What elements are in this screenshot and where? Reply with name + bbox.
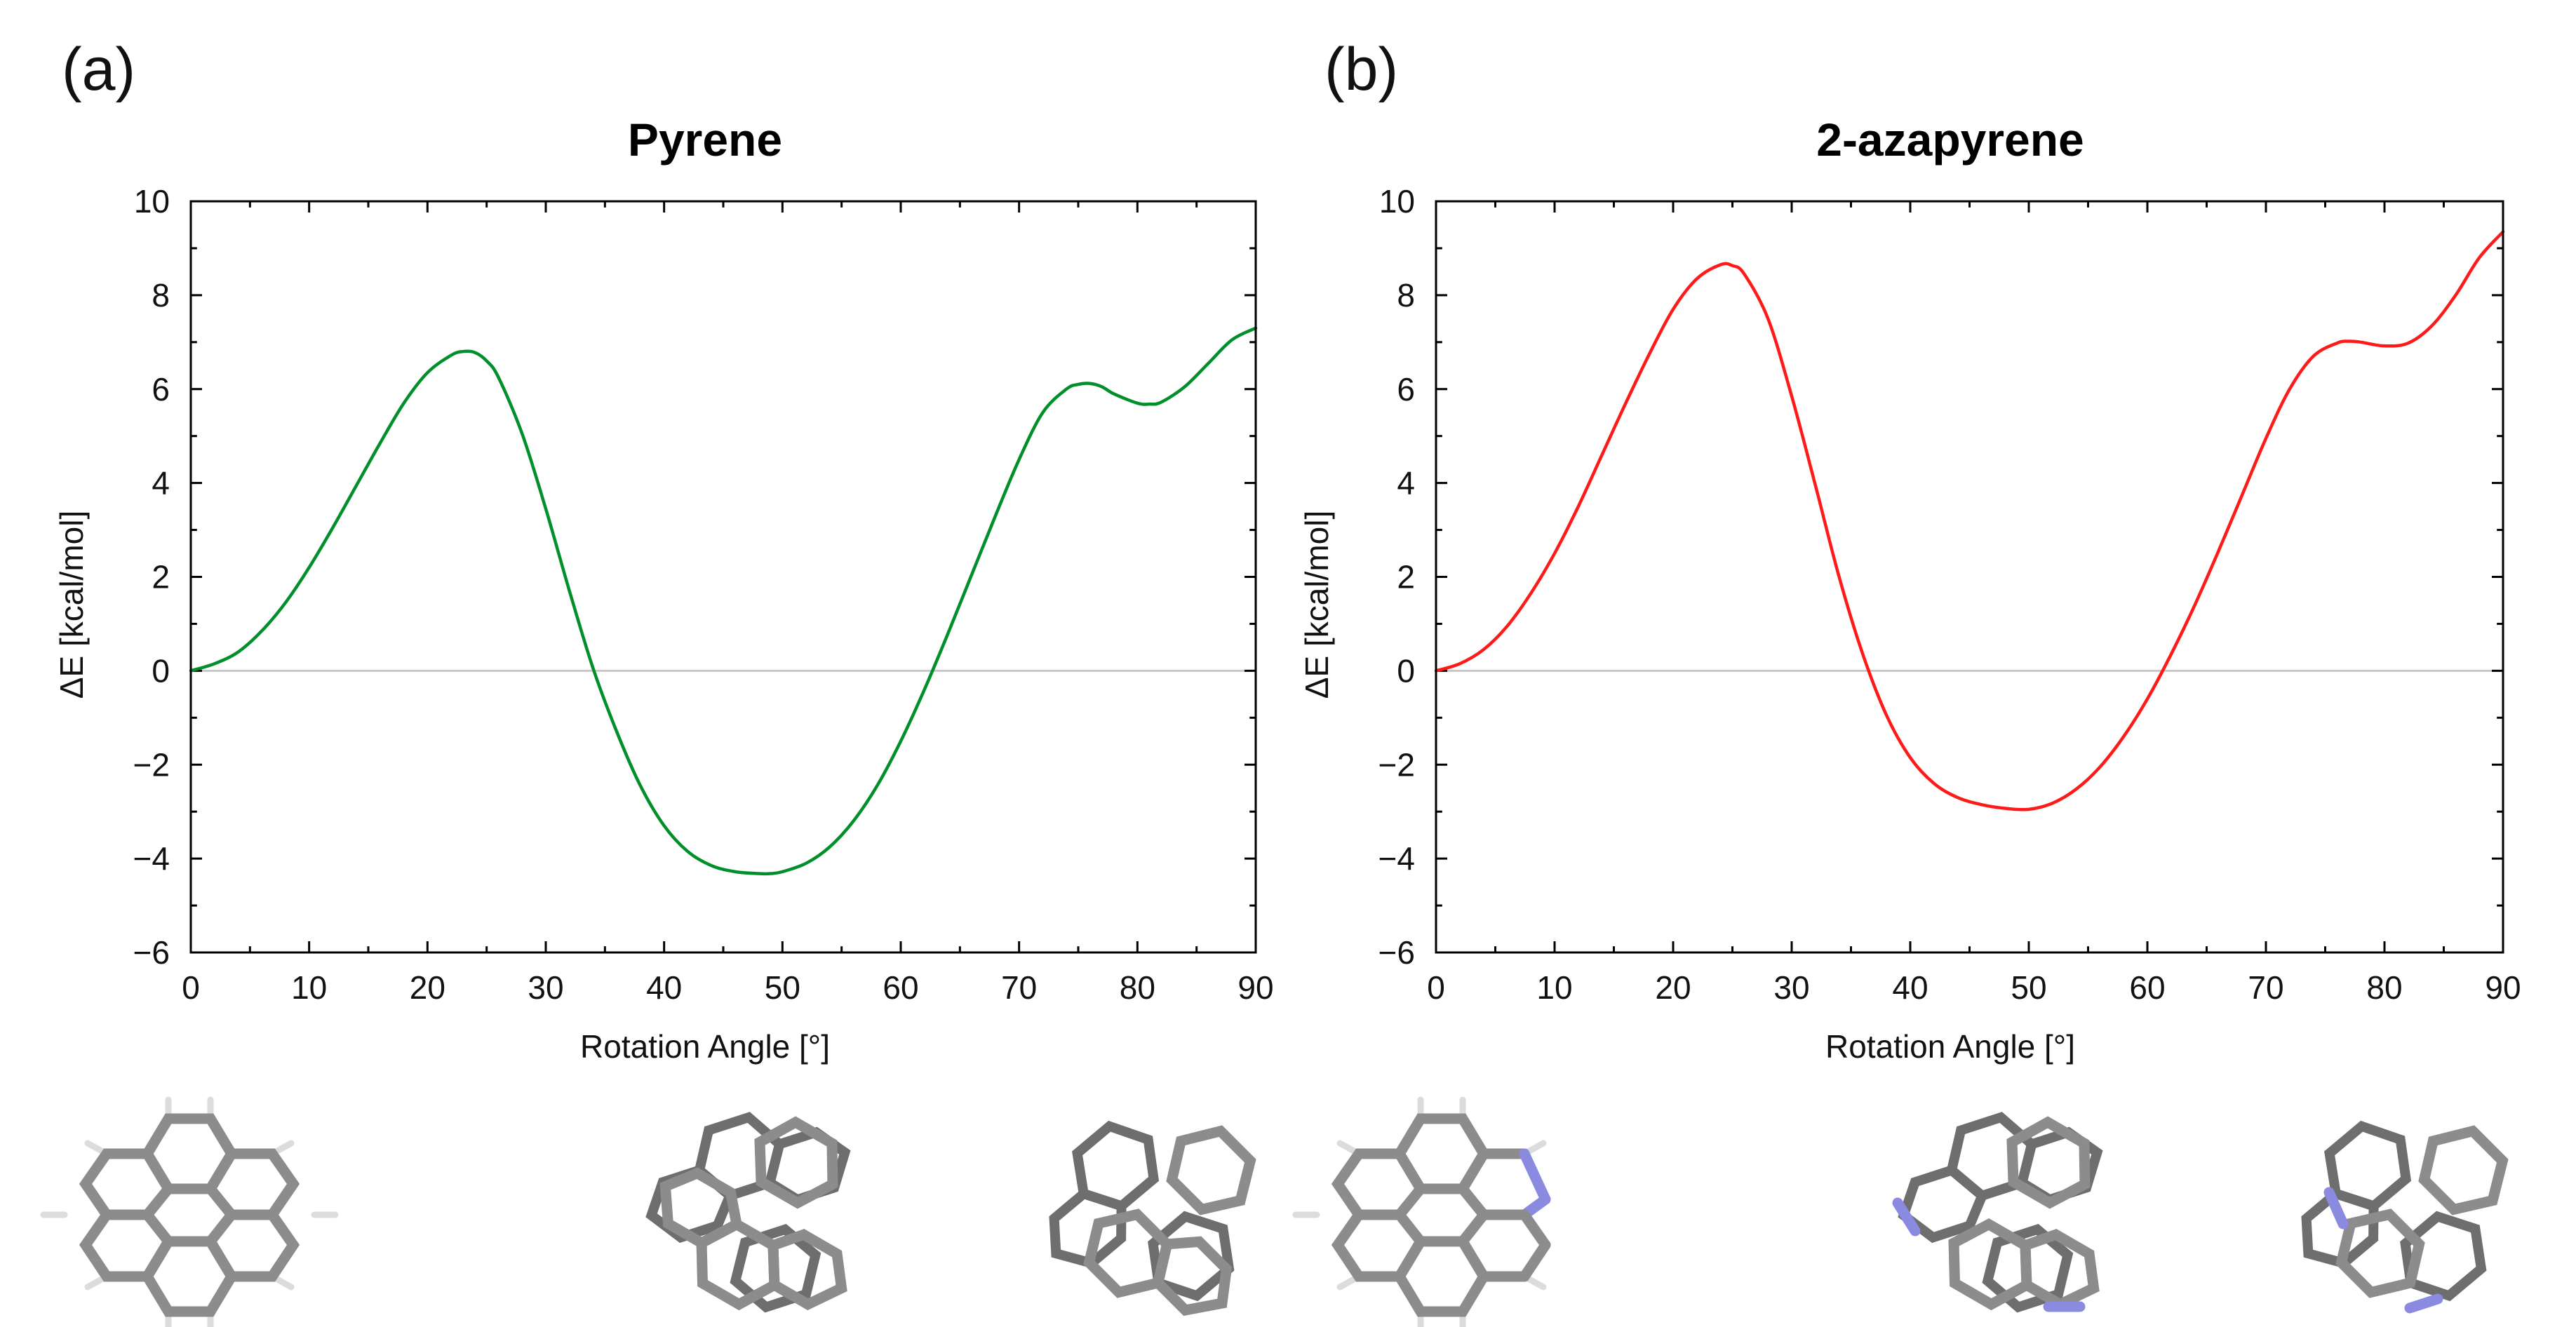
y-tick-label: 6 <box>152 371 170 407</box>
y-tick-label: 10 <box>1379 183 1415 220</box>
x-tick-label: 70 <box>1001 969 1037 1006</box>
x-tick-label: 10 <box>1536 969 1572 1006</box>
x-tick-label: 70 <box>2248 969 2283 1006</box>
y-tick-labels: 10 8 6 4 2 0 −2 −4 −6 <box>1378 183 1415 971</box>
y-tick-label: −6 <box>133 934 170 971</box>
y-tick-label: −4 <box>133 840 170 877</box>
panel-letter-b: (b) <box>1324 36 1398 103</box>
y-tick-label: 6 <box>1397 371 1415 407</box>
y-tick-label: 8 <box>152 277 170 314</box>
plot-frame <box>189 200 1257 954</box>
x-tick-label: 10 <box>291 969 327 1006</box>
y-tick-label: 0 <box>152 652 170 689</box>
x-tick-label: 60 <box>883 969 918 1006</box>
plot-frame <box>1435 200 2504 954</box>
molecule-image-azapyrene-80deg <box>2301 1120 2509 1314</box>
molecule-image-azapyrene-0deg <box>1292 1096 1551 1327</box>
x-axis-label: Rotation Angle [°] <box>580 1028 830 1065</box>
y-tick-label: 4 <box>152 465 170 501</box>
x-tick-label: 20 <box>410 969 445 1006</box>
molecule-image-pyrene-49deg <box>645 1112 851 1313</box>
x-tick-label: 80 <box>2366 969 2402 1006</box>
x-tick-label: 50 <box>2011 969 2046 1006</box>
x-tick-label: 0 <box>182 969 200 1006</box>
y-tick-labels: 10 8 6 4 2 0 −2 −4 −6 <box>133 183 170 971</box>
series-line-pyrene <box>189 326 1258 876</box>
x-tick-labels: 0 10 20 30 40 50 60 70 80 90 <box>182 969 1273 1006</box>
y-axis-label: ΔE [kcal/mol] <box>1299 511 1335 699</box>
x-tick-label: 60 <box>2129 969 2165 1006</box>
y-tick-label: −2 <box>133 746 170 783</box>
y-tick-label: −4 <box>1378 840 1415 877</box>
x-tick-label: 90 <box>2485 969 2521 1006</box>
x-axis-label: Rotation Angle [°] <box>1825 1028 2075 1065</box>
x-tick-label: 90 <box>1237 969 1273 1006</box>
x-tick-labels: 0 10 20 30 40 50 60 70 80 90 <box>1427 969 2521 1006</box>
series-line-2-azapyrene <box>1434 230 2505 811</box>
y-tick-label: 10 <box>134 183 170 220</box>
x-tick-label: 20 <box>1655 969 1691 1006</box>
y-tick-label: 0 <box>1397 652 1415 689</box>
axis-ticks <box>1435 200 2504 954</box>
panel-b-chart: (b) 2-azapyrene 0 10 20 30 40 50 60 70 80 90 1086… <box>1299 36 2521 1065</box>
y-tick-label: −6 <box>1378 934 1415 971</box>
panel-letter-a: (a) <box>62 36 135 103</box>
x-tick-label: 50 <box>765 969 800 1006</box>
y-tick-label: −2 <box>1378 746 1415 783</box>
y-tick-label: 8 <box>1397 277 1415 314</box>
molecule-rings <box>79 1113 300 1317</box>
y-tick-label: 2 <box>1397 559 1415 595</box>
panel-a-chart: (a) Pyrene 0 10 20 30 40 50 60 70 80 90 1086420−2… <box>53 36 1274 1065</box>
x-tick-label: 30 <box>1773 969 1809 1006</box>
x-tick-label: 30 <box>528 969 563 1006</box>
x-tick-label: 40 <box>646 969 682 1006</box>
molecule-image-azapyrene-50deg <box>1892 1112 2103 1313</box>
x-tick-label: 40 <box>1892 969 1928 1006</box>
chart-title-2-azapyrene: 2-azapyrene <box>1816 114 2084 166</box>
x-tick-label: 80 <box>1120 969 1155 1006</box>
molecule-image-pyrene-81deg <box>1049 1120 1256 1316</box>
y-axis-label: ΔE [kcal/mol] <box>53 511 90 699</box>
y-tick-label: 2 <box>152 559 170 595</box>
y-tick-label: 4 <box>1397 465 1415 501</box>
axis-ticks <box>189 200 1257 954</box>
chart-title-pyrene: Pyrene <box>628 114 782 166</box>
molecule-image-pyrene-0deg <box>40 1096 339 1327</box>
x-tick-label: 0 <box>1427 969 1445 1006</box>
